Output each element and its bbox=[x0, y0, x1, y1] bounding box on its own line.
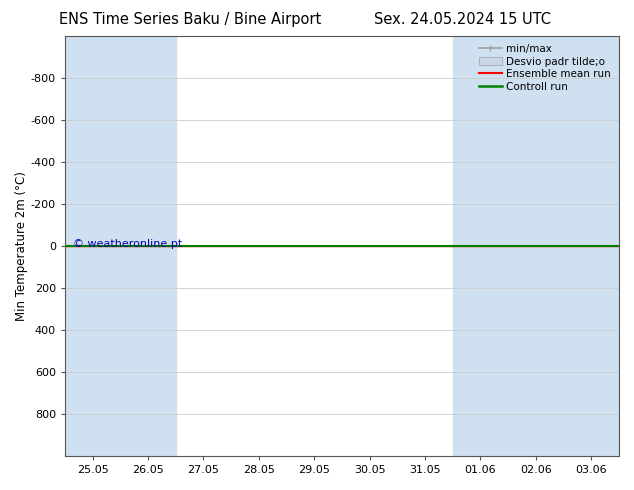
Text: © weatheronline.pt: © weatheronline.pt bbox=[74, 239, 183, 248]
Text: Sex. 24.05.2024 15 UTC: Sex. 24.05.2024 15 UTC bbox=[374, 12, 552, 27]
Bar bbox=[453, 36, 564, 456]
Bar bbox=[65, 36, 176, 456]
Text: ENS Time Series Baku / Bine Airport: ENS Time Series Baku / Bine Airport bbox=[59, 12, 321, 27]
Legend: min/max, Desvio padr tilde;o, Ensemble mean run, Controll run: min/max, Desvio padr tilde;o, Ensemble m… bbox=[476, 41, 614, 95]
Bar bbox=[564, 36, 619, 456]
Y-axis label: Min Temperature 2m (°C): Min Temperature 2m (°C) bbox=[15, 171, 28, 321]
